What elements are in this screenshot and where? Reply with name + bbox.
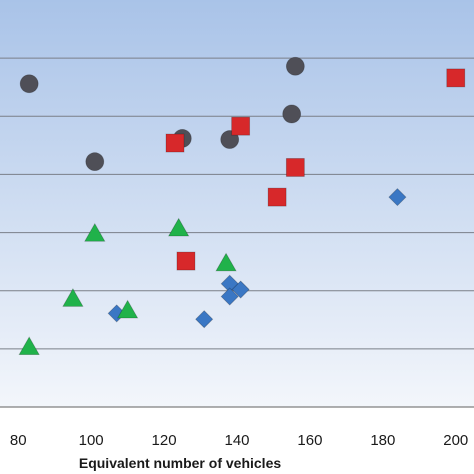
diamond-point [231,280,250,299]
square-point [176,251,196,271]
square-point [446,68,466,88]
triangle-point [116,299,139,319]
x-tick-label: 180 [370,432,395,449]
square-point [165,133,185,153]
square-point [285,158,305,177]
triangle-point [167,217,190,237]
x-axis-title: Equivalent number of vehicles [79,455,281,471]
gridlines [0,57,474,350]
square-point [231,116,251,136]
x-tick-label: 120 [152,432,177,449]
data-points [18,56,466,356]
diamond-point [220,287,239,306]
x-tick-label: 140 [224,432,249,449]
triangle-point [215,252,237,272]
triangle-point [84,222,106,242]
x-tick-label: 160 [297,432,322,449]
diamond-point [388,188,407,207]
circle-point [285,56,305,76]
square-point [267,187,287,207]
x-tick-label: 200 [443,432,468,449]
triangle-point [18,336,40,356]
circle-point [85,152,105,172]
x-tick-label: 100 [79,432,104,449]
circle-point [19,74,39,94]
diamond-point [195,310,214,329]
triangle-point [62,288,84,307]
plot-area [0,0,474,407]
circle-point [282,104,302,124]
x-tick-label: 80 [10,432,27,449]
x-axis-ticks: 80 100 120 140 160 180 200 [10,432,468,449]
